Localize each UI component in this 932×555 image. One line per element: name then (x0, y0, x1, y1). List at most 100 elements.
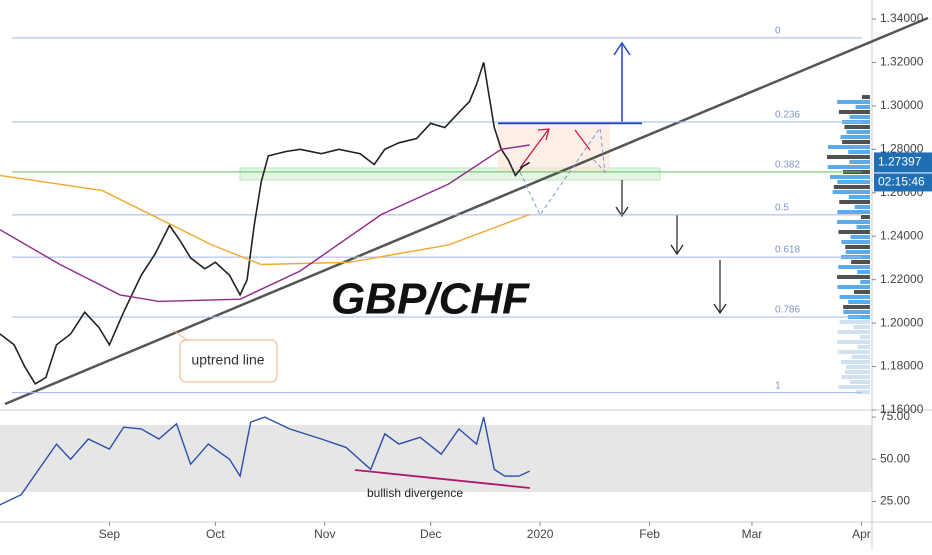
profile-bar (849, 160, 870, 164)
y-tick-label: 1.22000 (880, 272, 924, 286)
profile-bar (860, 280, 870, 284)
profile-bar (843, 305, 870, 309)
profile-bar (848, 300, 870, 304)
fib-label: 0.618 (775, 245, 800, 256)
profile-bar (857, 270, 870, 274)
y-tick-label: 1.20000 (880, 315, 924, 329)
x-tick-label: Apr (852, 527, 871, 541)
profile-bar (838, 350, 870, 354)
series-line (0, 144, 530, 303)
profile-bar (838, 230, 870, 234)
y-tick-label: 25.00 (880, 494, 910, 508)
profile-bar (848, 195, 870, 199)
profile-bar (837, 285, 870, 289)
annotation: uptrend line (191, 352, 264, 368)
profile-bar (827, 165, 870, 169)
target-zone (498, 123, 610, 173)
profile-bar (837, 275, 870, 279)
y-tick-label: 50.00 (880, 451, 910, 465)
down-arrows (615, 180, 727, 315)
trend-line (4, 16, 929, 406)
y-tick-label: 1.32000 (880, 55, 924, 69)
profile-bar (844, 370, 870, 374)
profile-bar (837, 340, 870, 344)
y-tick-label: 75.00 (880, 409, 910, 423)
profile-bar (843, 310, 870, 314)
profile-bar (862, 95, 870, 99)
profile-bar (853, 290, 870, 294)
annotation: bullish divergence (367, 486, 463, 500)
fib-label: 0.5 (775, 203, 789, 214)
fib-label: 0.236 (775, 110, 800, 121)
up-arrow (613, 41, 631, 123)
profile-bar (837, 100, 870, 104)
profile-bar (851, 260, 870, 264)
profile-bar (841, 375, 870, 379)
profile-bar (850, 235, 870, 239)
profile-bar (857, 345, 870, 349)
y-tick-label: 1.30000 (880, 98, 924, 112)
price-tag (874, 152, 932, 173)
profile-bar (846, 130, 870, 134)
profile-bar (838, 110, 870, 114)
profile-bar (839, 320, 870, 324)
profile-bar (833, 185, 870, 189)
x-tick-label: 2020 (527, 527, 554, 541)
fib-label: 0.382 (775, 160, 800, 171)
profile-bar (850, 380, 870, 384)
profile-bar (860, 215, 870, 219)
profile-bar (845, 245, 870, 249)
profile-bar (842, 140, 870, 144)
profile-bar (839, 295, 870, 299)
profile-bar (841, 240, 870, 244)
series-line (0, 174, 530, 266)
price-tag-label: 1.27397 (878, 155, 922, 169)
profile-bar (845, 250, 870, 254)
x-tick-label: Mar (742, 527, 763, 541)
profile-bar (844, 125, 870, 129)
series-line (0, 62, 531, 386)
projection-arrows (519, 128, 591, 169)
profile-bar (837, 330, 870, 334)
profile-bar (839, 200, 870, 204)
profile-bar (840, 360, 870, 364)
profile-bar (859, 335, 870, 339)
volume-profile (827, 95, 870, 394)
profile-bar (832, 190, 870, 194)
profile-bar (840, 135, 870, 139)
rsi-band (0, 425, 872, 492)
x-tick-label: Dec (420, 527, 441, 541)
countdown-label: 02:15:46 (878, 175, 925, 189)
profile-bar (849, 115, 870, 119)
profile-bar (855, 105, 870, 109)
fib-label: 0.786 (775, 305, 800, 316)
profile-bar (827, 155, 870, 159)
x-tick-label: Nov (314, 527, 335, 541)
callout-box (179, 339, 278, 383)
profile-bar (856, 225, 870, 229)
y-tick-label: 1.24000 (880, 228, 924, 242)
fib-label: 1 (775, 380, 781, 391)
profile-bar (851, 355, 870, 359)
profile-bar (848, 150, 870, 154)
dashed-path (519, 126, 606, 217)
y-tick-label: 1.18000 (880, 359, 924, 373)
divergence-line (354, 469, 531, 489)
profile-bar (837, 210, 870, 214)
symbol-title: GBP/CHF (331, 275, 530, 324)
series-line (0, 416, 530, 506)
profile-bar (830, 175, 870, 179)
profile-bar (837, 220, 870, 224)
fib-label: 0 (775, 26, 781, 37)
profile-bar (838, 265, 870, 269)
y-tick-label: 1.34000 (880, 11, 924, 25)
x-tick-label: Oct (206, 527, 225, 541)
profile-bar (853, 325, 870, 329)
profile-bar (856, 390, 870, 394)
profile-bar (837, 180, 870, 184)
profile-bar (846, 365, 870, 369)
countdown-tag (874, 173, 932, 192)
profile-bar (827, 145, 870, 149)
y-tick-label: 1.16000 (880, 402, 924, 416)
profile-bar (838, 385, 870, 389)
